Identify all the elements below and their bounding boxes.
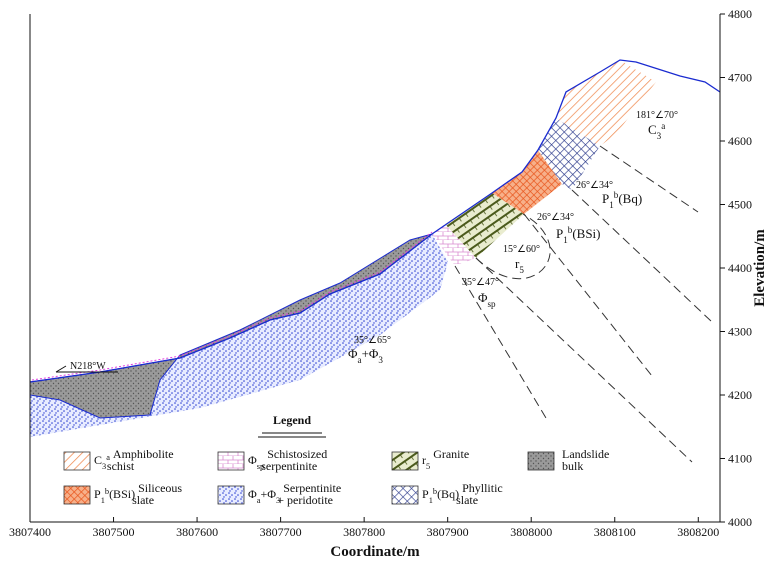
x-tick-label: 3808000 [510, 525, 552, 539]
legend-swatch [64, 452, 90, 470]
legend-title: Legend [273, 413, 311, 427]
text-run: (Bq) [618, 191, 642, 206]
text-run: Φ [348, 346, 358, 361]
text-run: N218°W [70, 361, 106, 372]
cross-section: Coordinate/m Elevation/m Legend 3807400 3… [0, 0, 772, 567]
legend-swatch [218, 452, 244, 470]
text-run: P [556, 226, 563, 241]
legend-symbol: P1b(BSi) [94, 487, 135, 505]
y-tick-label: 4500 [728, 198, 752, 212]
legend-swatch [392, 486, 418, 504]
text-run: 3 [378, 355, 383, 365]
text-run: C [94, 453, 102, 467]
x-tick-label: 3807900 [427, 525, 469, 539]
text-run: Φ [248, 487, 257, 501]
y-tick-label: 4200 [728, 388, 752, 402]
text-run: C [648, 122, 657, 137]
y-tick-label: 4300 [728, 325, 752, 339]
legend-swatch [64, 486, 90, 504]
text-run: 15°∠60° [503, 244, 540, 255]
x-tick-label: 3807400 [9, 525, 51, 539]
annotation: Φsp [478, 290, 496, 309]
text-run: +Φ [261, 487, 277, 501]
annotation: C3a [648, 121, 665, 141]
x-tick-label: 3807700 [260, 525, 302, 539]
annotation: 26°∠34° [537, 212, 574, 223]
legend-label: serpentinite [261, 459, 317, 473]
text-run: 35°∠47° [462, 277, 499, 288]
text-run: sp [488, 299, 497, 309]
legend-label: Granite [433, 447, 469, 461]
text-run: 35°∠65° [354, 335, 391, 346]
legend-label: slate [456, 493, 478, 507]
text-run: 1 [101, 496, 105, 505]
legend-symbol: r5 [422, 453, 430, 471]
y-tick-label: 4600 [728, 134, 752, 148]
text-run: Φ [248, 453, 257, 467]
text-run: a [661, 121, 665, 131]
annotation: Φa+Φ3 [348, 346, 383, 365]
x-tick-label: 3807600 [176, 525, 218, 539]
text-run: 1 [609, 200, 614, 210]
annotation: 181°∠70° [636, 110, 678, 121]
text-run: 3 [657, 131, 662, 141]
legend-label: schist [107, 459, 135, 473]
text-run: 5 [426, 462, 430, 471]
legend-swatch [528, 452, 554, 470]
x-axis-title: Coordinate/m [330, 544, 420, 560]
legend-label: bulk [562, 459, 583, 473]
text-run: (BSi) [572, 226, 600, 241]
legend-symbol: Φa+Φ3 [248, 487, 280, 505]
y-tick-label: 4800 [728, 7, 752, 21]
y-tick-label: 4700 [728, 71, 752, 85]
text-run: 181°∠70° [636, 110, 678, 121]
legend-swatch [218, 486, 244, 504]
legend-symbol: P1b(Bq) [422, 487, 459, 505]
text-run: 26°∠34° [576, 180, 613, 191]
legend-label: slate [132, 493, 154, 507]
direction-arrow-head [56, 366, 66, 372]
annotation: r5 [515, 256, 524, 275]
y-tick-label: 4100 [728, 452, 752, 466]
annotation: N218°W [70, 361, 106, 372]
x-tick-label: 3807500 [93, 525, 135, 539]
text-run: 5 [519, 265, 524, 275]
text-run: 1 [563, 235, 568, 245]
text-run: Φ [478, 290, 488, 305]
annotation: 35°∠65° [354, 335, 391, 346]
text-run: 1 [429, 496, 433, 505]
x-tick-label: 3808100 [594, 525, 636, 539]
annotation: 26°∠34° [576, 180, 613, 191]
x-tick-label: 3807800 [343, 525, 385, 539]
y-axis-title: Elevation/m [752, 229, 768, 307]
geology [30, 60, 720, 462]
text-run: P [602, 191, 609, 206]
annotation: P1b(BSi) [556, 225, 601, 245]
y-tick-label: 4400 [728, 261, 752, 275]
legend-swatch [392, 452, 418, 470]
annotation: 15°∠60° [503, 244, 540, 255]
text-run: +Φ [362, 346, 379, 361]
x-tick-label: 3808200 [677, 525, 719, 539]
y-tick-label: 4000 [728, 515, 752, 529]
legend-label: + peridotite [277, 493, 333, 507]
annotation: P1b(Bq) [602, 190, 642, 210]
text-run: 3 [102, 462, 106, 471]
annotation: 35°∠47° [462, 277, 499, 288]
text-run: 26°∠34° [537, 212, 574, 223]
